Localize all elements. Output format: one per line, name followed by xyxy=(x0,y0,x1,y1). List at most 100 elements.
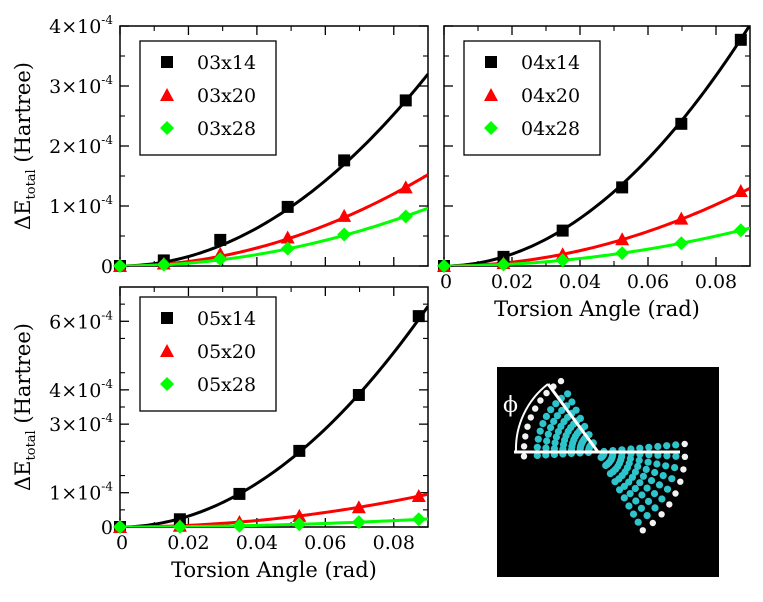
inset-atom xyxy=(597,453,605,461)
x-tick-label: 0 xyxy=(440,271,452,293)
y-tick-label: 4×10-4 xyxy=(49,13,113,38)
data-point-05x28 xyxy=(172,519,187,534)
data-point-05x14 xyxy=(233,487,246,500)
inset-atom xyxy=(534,435,542,443)
legend-marker-05x14 xyxy=(161,312,173,324)
legend-label: 03x14 xyxy=(197,52,256,74)
panel-05: 0 0.02 0.04 0.06 0.08 0 1×10-4 3×10-4 4×10-4 6×10… xyxy=(11,286,429,582)
y-tick-label: 3×10-4 xyxy=(49,411,113,436)
x-tick-label: 0.08 xyxy=(373,532,415,554)
data-point-05x20 xyxy=(411,488,426,502)
inset-atom xyxy=(645,443,653,451)
inset-atom xyxy=(542,444,550,452)
data-point-04x28 xyxy=(437,259,451,273)
fit-curve-04x20 xyxy=(444,186,750,266)
legend-marker-04x14 xyxy=(485,56,497,68)
inset-end-atom xyxy=(527,414,534,421)
data-point-05x14 xyxy=(293,444,306,457)
data-point-05x28 xyxy=(113,520,127,534)
legend-label: 04x20 xyxy=(521,85,580,107)
inset-atom xyxy=(554,428,563,436)
inset-atom xyxy=(663,442,671,450)
inset-atom xyxy=(663,452,671,460)
data-point-03x14 xyxy=(338,154,351,167)
y-tick-label: 0 xyxy=(101,517,113,539)
inset-atom xyxy=(647,477,656,485)
inset-atom xyxy=(626,490,634,498)
y-tick-label: 1×10-4 xyxy=(49,193,113,218)
data-point-03x28 xyxy=(156,257,171,272)
data-point-03x28 xyxy=(398,209,413,224)
data-point-05x28 xyxy=(411,512,426,527)
inset-atom xyxy=(539,420,547,428)
inset-atom xyxy=(637,504,646,512)
fit-curve-04x28 xyxy=(444,226,750,266)
inset-end-atom xyxy=(543,389,550,397)
x-tick-label: 0.04 xyxy=(559,271,601,293)
x-tick-label: 0.04 xyxy=(236,532,278,554)
inset-atom xyxy=(639,472,648,480)
fit-curve-04x14 xyxy=(444,26,750,266)
x-axis-label: Torsion Angle (rad) xyxy=(171,558,377,582)
x-tick-label: 0.06 xyxy=(304,532,346,554)
inset-atom xyxy=(643,484,651,492)
inset-atom xyxy=(606,470,615,478)
data-point-04x28 xyxy=(496,257,511,272)
inset-atom xyxy=(634,462,642,470)
inset-end-atom xyxy=(557,377,565,385)
inset-atom xyxy=(634,518,642,526)
inset-atom xyxy=(638,491,646,499)
inset-atom xyxy=(611,478,619,486)
inset-atom xyxy=(553,412,562,420)
data-point-05x14 xyxy=(412,310,425,323)
inset-atom xyxy=(672,452,680,460)
inset-atom xyxy=(625,502,633,510)
inset-end-atom xyxy=(649,519,656,527)
inset-atom xyxy=(544,430,552,438)
inset-atom xyxy=(550,445,559,453)
inset-end-atom xyxy=(677,478,684,485)
data-point-03x20 xyxy=(337,208,352,222)
inset-atom xyxy=(533,451,541,460)
y-axis-label: ΔEtotal (Hartree) xyxy=(11,323,39,491)
inset-atom xyxy=(654,442,662,451)
fit-curve-03x14 xyxy=(120,73,428,266)
inset-atom xyxy=(568,398,576,406)
y-tick-label: 4×10-4 xyxy=(49,377,113,402)
legend-marker-05x28 xyxy=(160,377,174,391)
inset-atom xyxy=(671,464,679,472)
inset-atom xyxy=(658,495,666,503)
data-point-04x20 xyxy=(733,184,748,197)
inset-atom xyxy=(650,490,659,498)
inset-end-atom xyxy=(520,443,528,450)
x-tick-label: 0 xyxy=(116,532,128,554)
data-point-05x20 xyxy=(292,508,307,522)
data-point-04x28 xyxy=(555,253,570,268)
inset-atom xyxy=(602,461,610,470)
data-point-04x14 xyxy=(675,117,688,130)
inset-end-atom xyxy=(680,466,687,473)
inset-atom xyxy=(543,437,551,445)
inset-atom xyxy=(547,424,555,432)
data-point-03x14 xyxy=(399,94,412,107)
data-point-03x20 xyxy=(280,230,295,244)
inset-atom xyxy=(632,497,640,505)
inset-atom xyxy=(651,504,659,512)
x-tick-label: 0.02 xyxy=(491,271,533,293)
data-point-04x20 xyxy=(615,232,630,246)
legend-label: 05x28 xyxy=(197,374,256,396)
data-point-04x14 xyxy=(616,181,629,194)
inset-atom xyxy=(644,497,653,505)
inset-atom xyxy=(631,468,640,476)
inset-end-atom xyxy=(666,501,673,508)
inset-end-atom xyxy=(672,490,679,497)
x-tick-label: 0.06 xyxy=(627,271,669,293)
inset-atom xyxy=(636,479,644,487)
inset-atom xyxy=(552,433,561,441)
inset-end-atom xyxy=(639,527,646,534)
data-point-03x20 xyxy=(398,180,413,194)
legend-marker-04x20 xyxy=(484,88,498,101)
inset-atom xyxy=(552,400,560,408)
inset-atom xyxy=(616,486,624,494)
